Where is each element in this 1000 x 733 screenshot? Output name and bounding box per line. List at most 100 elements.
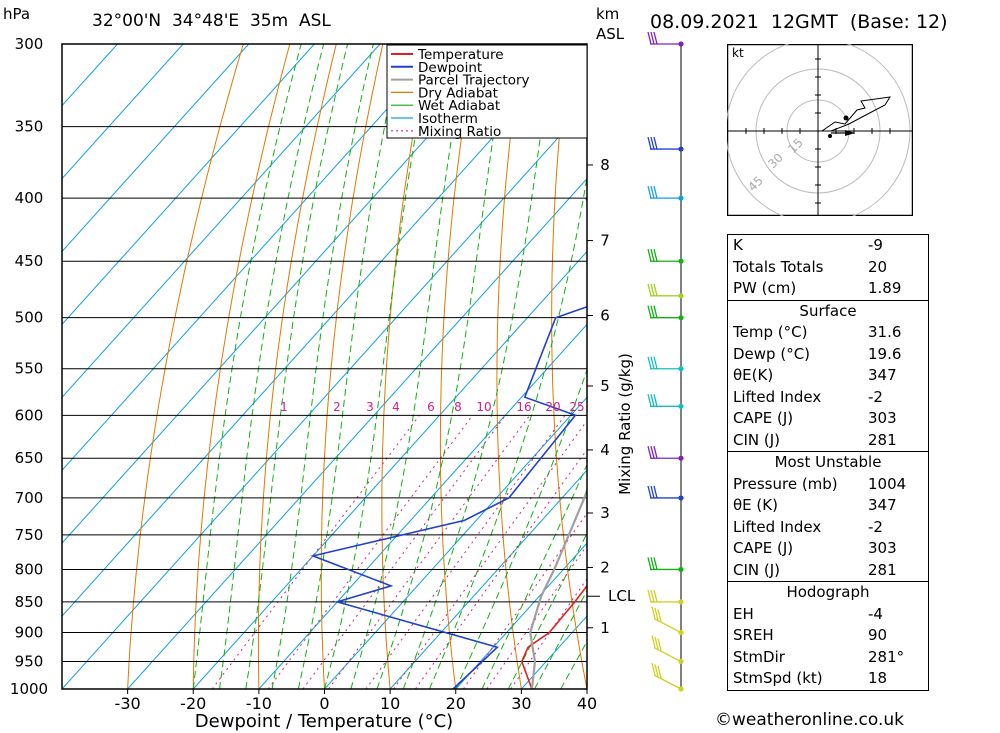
mixing-ratio-line <box>414 448 587 689</box>
wind-barb-feather <box>657 638 662 651</box>
pressure-tick-label: 700 <box>15 489 44 507</box>
hodograph-trace <box>821 96 891 132</box>
mixing-ratio-value-label: 16 <box>516 400 531 414</box>
height-unit-label: km <box>596 5 620 23</box>
stat-value: 31.6 <box>868 323 902 341</box>
x-tick-label: 30 <box>511 694 531 713</box>
stat-value: 303 <box>868 409 897 427</box>
height-km-label: 3 <box>600 504 610 522</box>
legend-entry: Mixing Ratio <box>418 124 501 140</box>
wind-barb-point <box>678 629 684 636</box>
legend-entry: Parcel Trajectory <box>418 73 530 89</box>
pressure-tick-label: 500 <box>15 309 44 327</box>
wind-barb-feather <box>647 589 652 603</box>
wind-barb-feather <box>654 636 659 650</box>
isotherm-line <box>192 250 587 689</box>
height-km-label: 5 <box>600 377 610 395</box>
isotherm-line <box>62 44 250 253</box>
stat-row: SREH 90 <box>728 625 928 647</box>
stat-value: 281 <box>868 560 897 579</box>
pressure-tick-label: 650 <box>15 449 44 467</box>
wind-barb-feather <box>650 249 655 262</box>
wind-barb-feather <box>650 136 655 150</box>
legend-entry: Temperature <box>417 47 504 63</box>
temperature-series <box>520 584 587 689</box>
wind-barb <box>653 617 682 634</box>
mixing-ratio-line <box>328 415 531 689</box>
stat-value: 303 <box>868 539 897 557</box>
wind-barb-feather <box>657 665 662 679</box>
dry-adiabat-line <box>439 44 477 689</box>
isotherm-line <box>62 104 587 689</box>
stat-value: 18 <box>868 669 888 687</box>
wind-barb-feather <box>647 394 652 407</box>
datetime-title: 08.09.2021 12GMT (Base: 12) <box>650 11 948 33</box>
mixing-ratio-value-label: 6 <box>427 400 435 414</box>
stat-value: 347 <box>868 366 897 384</box>
wind-barb-feather <box>653 305 658 318</box>
stat-label: Dewp (°C) <box>733 344 811 363</box>
stat-label: Lifted Index <box>733 517 822 536</box>
isotherm-line <box>62 44 446 471</box>
wind-barb-feather <box>647 31 652 45</box>
mixing-ratio-value-label: 2 <box>333 400 341 414</box>
wind-barb-feather <box>650 283 655 296</box>
pressure-unit-label: hPa <box>3 5 31 23</box>
wind-barb-feather <box>650 446 655 459</box>
isotherm-line <box>62 44 512 544</box>
stat-row: Temp (°C) 31.6 <box>728 322 928 344</box>
mixing-ratio-value-label: 10 <box>476 400 491 414</box>
stat-row: CAPE (J) 303 <box>728 408 928 430</box>
x-tick-label: 20 <box>446 694 466 713</box>
wind-barb-feather <box>651 662 656 676</box>
stat-label: θE (K) <box>733 496 778 514</box>
dewpoint-series <box>310 196 587 689</box>
stat-label: θE(K) <box>733 366 774 384</box>
dry-adiabat-line <box>192 44 291 689</box>
mixing-ratio-line <box>365 415 566 689</box>
height-km-label: 1 <box>600 619 610 637</box>
isotherm-line <box>62 44 315 326</box>
pressure-tick-label: 350 <box>15 118 44 136</box>
mixing-ratio-value-label: 25 <box>569 400 584 414</box>
stat-value: -2 <box>868 517 883 536</box>
wind-barb-feather <box>653 31 658 45</box>
stat-row: StmSpd (kt) 18 <box>728 668 928 690</box>
x-tick-label: -20 <box>180 694 206 713</box>
stat-row: Lifted Index -2 <box>728 387 928 409</box>
stat-label: PW (cm) <box>733 279 797 297</box>
wind-barb-feather <box>650 589 655 603</box>
wind-barb-feather <box>653 589 658 603</box>
wind-barb-feather <box>647 249 652 262</box>
wind-barb-feather <box>653 249 658 262</box>
dry-adiabat-line <box>496 44 523 689</box>
wind-barb-feather <box>653 356 658 369</box>
stat-label: StmSpd (kt) <box>733 669 823 687</box>
pressure-tick-label: 900 <box>15 624 44 642</box>
isotherm-line <box>62 44 578 617</box>
pressure-tick-label: 600 <box>15 406 44 424</box>
wind-barb <box>653 674 682 690</box>
stats-table: K -9 Totals Totals 20 PW (cm) 1.89 Surface Te… <box>727 234 929 691</box>
wet-adiabat-line <box>376 44 509 689</box>
stat-label: K <box>733 236 743 254</box>
lcl-label: LCL <box>608 587 636 605</box>
wind-barb-feather <box>654 607 659 621</box>
copyright-footer[interactable]: ©weatheronline.co.uk <box>715 710 905 730</box>
isotherm-line <box>324 396 587 689</box>
hodograph-storm-arrow <box>845 130 855 136</box>
wind-barb-feather <box>653 283 658 296</box>
isotherm-line <box>62 44 381 399</box>
surface-section-title: Surface <box>728 299 928 323</box>
stat-row: Pressure (mb) 1004 <box>728 474 928 496</box>
x-tick-label: 10 <box>380 694 400 713</box>
stat-value: 347 <box>868 496 897 514</box>
stat-label: StmDir <box>733 647 785 666</box>
wet-adiabat-line <box>402 44 555 689</box>
stat-value: 281° <box>868 647 905 666</box>
height-unit-asl-label: ASL <box>596 25 625 43</box>
stat-label: SREH <box>733 626 774 644</box>
